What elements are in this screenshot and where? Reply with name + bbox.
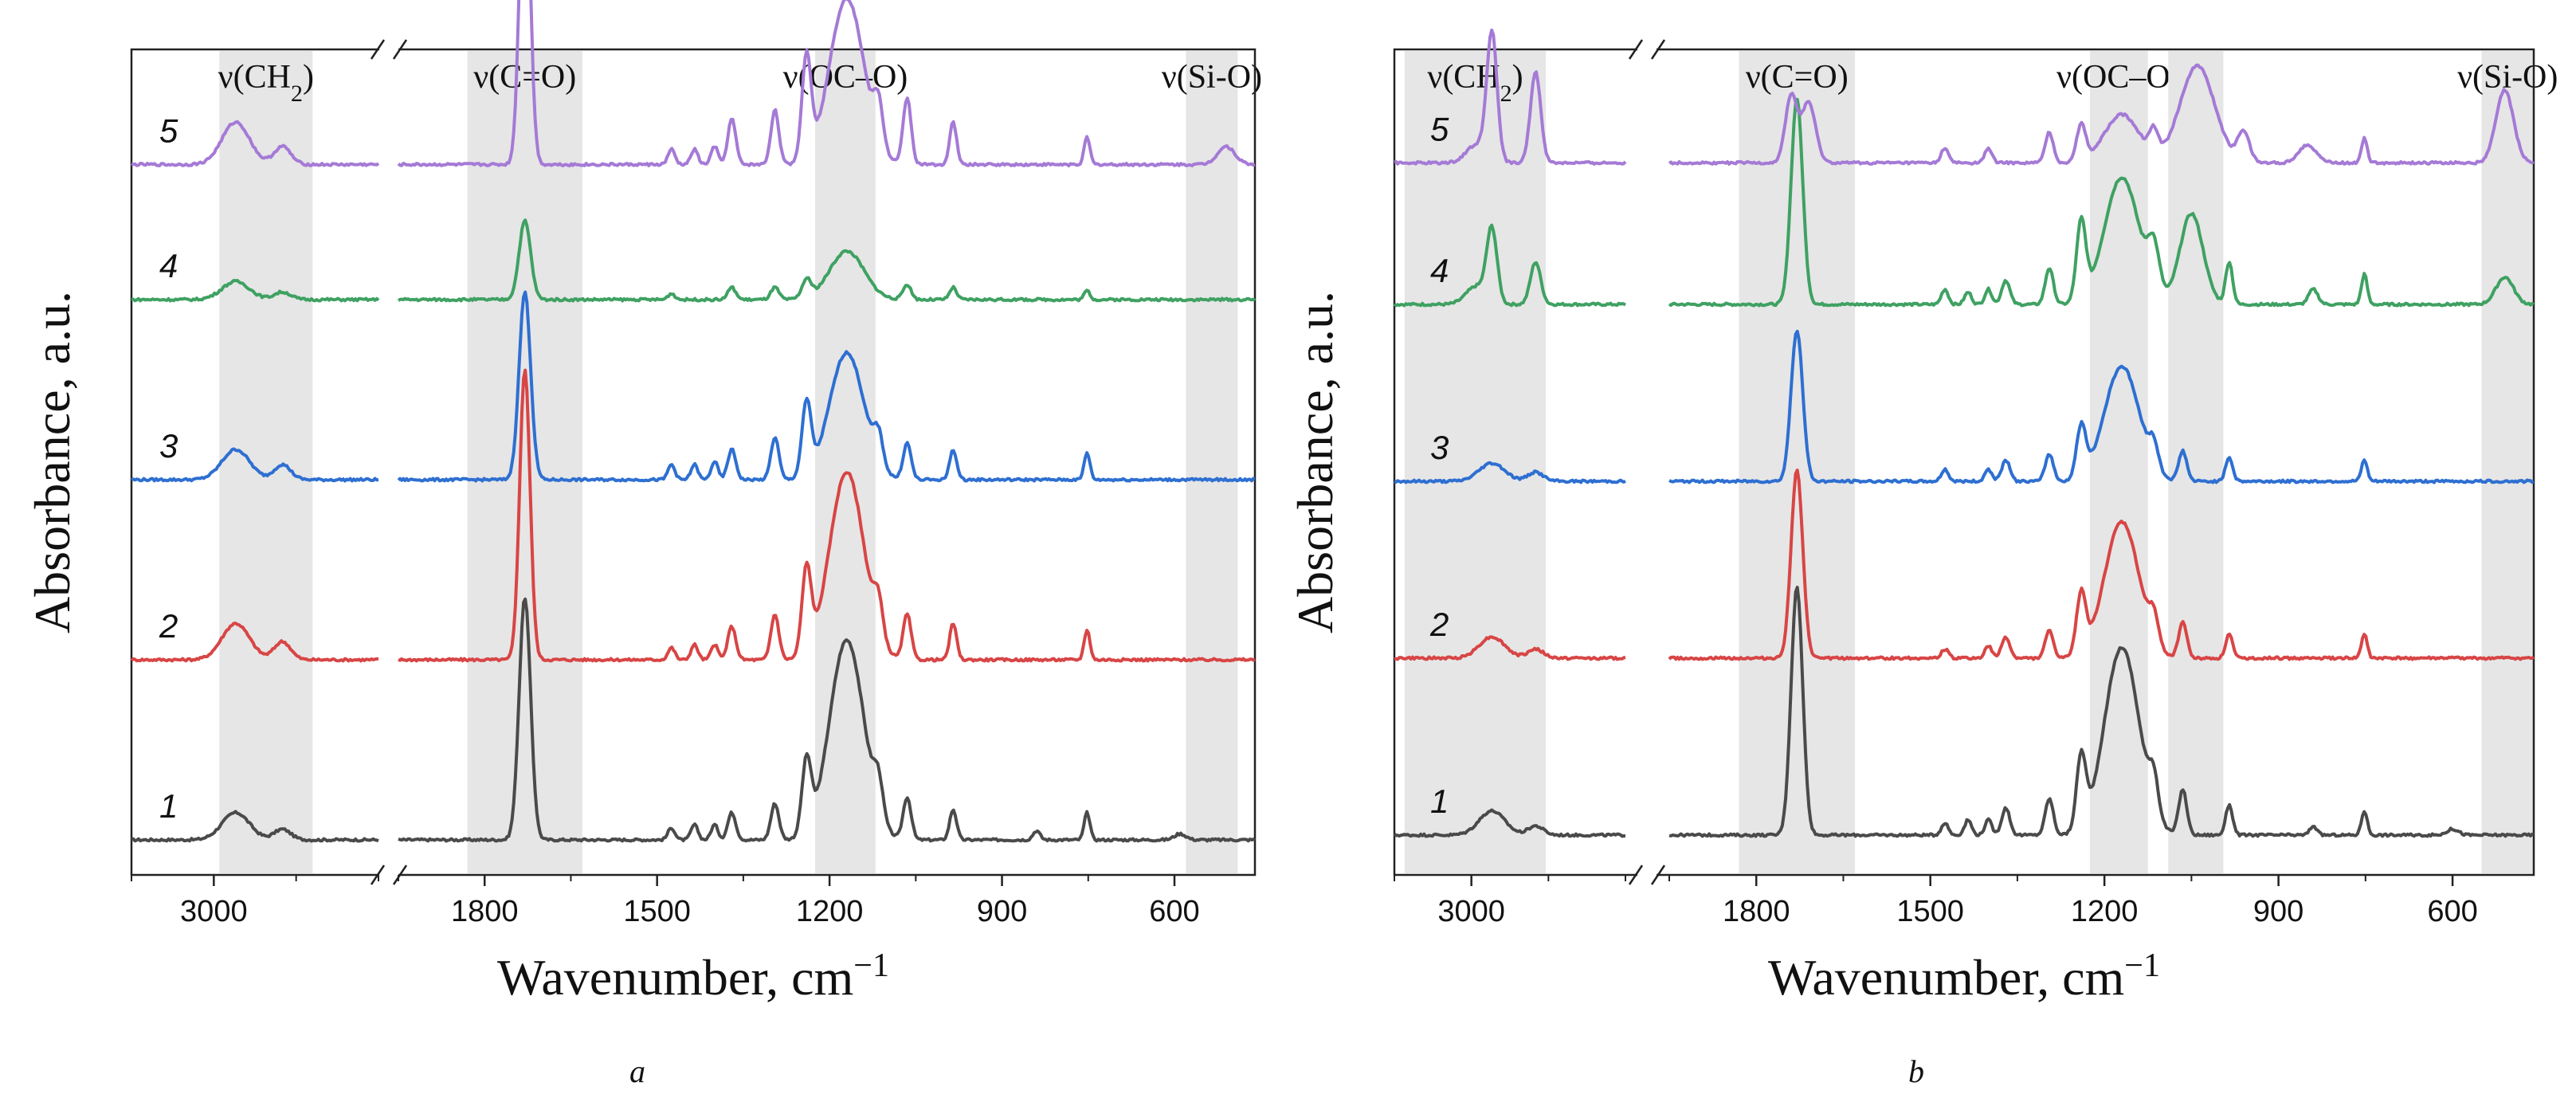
x-tick-label: 1200 xyxy=(2071,895,2139,928)
band-label-close: ) xyxy=(303,59,314,96)
axis-break-top xyxy=(1628,39,1666,60)
spectrum-curve-3 xyxy=(1394,461,1626,484)
band-label: ν(C=O) xyxy=(1746,59,1849,96)
curve-label: 2 xyxy=(1429,606,1449,643)
curve-label: 5 xyxy=(159,112,178,150)
plot-frame-left xyxy=(1393,48,1637,877)
y-axis-title: Absorbance, a.u. xyxy=(24,291,80,633)
x-axis-title-sup: −1 xyxy=(853,947,889,984)
x-tick-label: 1800 xyxy=(451,895,519,928)
curve-label: 4 xyxy=(1430,252,1449,289)
curve-label: 3 xyxy=(1430,429,1449,466)
band-label-sub: 2 xyxy=(291,80,303,107)
band-highlight xyxy=(467,51,582,873)
curve-label: 1 xyxy=(1430,782,1449,820)
band-label-main: ν(Si-O) xyxy=(1162,59,1262,96)
spectrum-curve-3 xyxy=(131,447,379,483)
spectrum-curve-4 xyxy=(397,218,1257,303)
x-axis-title-main: Wavenumber, cm xyxy=(497,949,853,1006)
spectrum-curve-5 xyxy=(1394,28,1627,166)
band-highlight xyxy=(1739,51,1856,873)
spectrum-curve-5 xyxy=(131,120,380,167)
x-tick-label: 600 xyxy=(2427,895,2477,928)
spectrum-curve-1 xyxy=(398,597,1256,843)
curve-label: 5 xyxy=(1430,110,1449,147)
band-highlight xyxy=(2089,51,2148,873)
spectrum-curve-2 xyxy=(130,622,379,663)
x-axis-title: Wavenumber, cm−1 xyxy=(497,947,889,1006)
spectrum-curve-1 xyxy=(131,810,379,843)
axis-break-bottom xyxy=(370,865,408,885)
band-label: ν(CH2) xyxy=(218,59,314,107)
y-axis-title: Absorbance, a.u. xyxy=(1287,291,1343,633)
axis-break-top xyxy=(370,39,408,60)
spectrum-curve-2 xyxy=(1668,469,2535,661)
x-tick-label: 1500 xyxy=(623,895,691,928)
x-axis-title-main: Wavenumber, cm xyxy=(1768,949,2124,1006)
band-label-main: ν(CH xyxy=(218,59,291,96)
spectrum-curve-1 xyxy=(1393,808,1626,838)
band-highlight xyxy=(2481,51,2534,873)
band-highlight xyxy=(2168,51,2224,873)
x-tick-label: 1500 xyxy=(1896,895,1964,928)
band-highlight xyxy=(1186,51,1238,873)
curve-label: 4 xyxy=(159,247,178,284)
plot-frame-right xyxy=(398,48,1257,877)
curve-label: 1 xyxy=(159,787,178,825)
band-label: ν(Si-O) xyxy=(1162,59,1262,96)
spectrum-curve-4 xyxy=(131,279,380,303)
band-label-close: ) xyxy=(1512,59,1523,96)
band-label-main: ν(C=O) xyxy=(473,59,576,96)
curve-label: 2 xyxy=(159,607,178,645)
curve-label: 3 xyxy=(159,427,178,465)
x-tick-label: 900 xyxy=(2253,895,2304,928)
band-label-sub: 2 xyxy=(1500,80,1512,107)
band-label: ν(OC–O) xyxy=(2056,59,2182,96)
band-label: ν(Si-O) xyxy=(2457,59,2558,96)
spectrum-curve-5 xyxy=(1668,63,2535,166)
x-tick-label: 1800 xyxy=(1723,895,1790,928)
band-label-main: ν(C=O) xyxy=(1746,59,1849,96)
spectrum-curve-2 xyxy=(398,368,1256,663)
x-tick-label: 3000 xyxy=(1437,895,1505,928)
x-axis-title: Wavenumber, cm−1 xyxy=(1768,947,2160,1006)
chart-panel-a: ν(CH2) ν(C=O) ν(OC–O) ν(Si-O)3000 1800 1500 12… xyxy=(24,0,1262,1089)
x-tick-label: 900 xyxy=(977,895,1027,928)
spectrum-curve-5 xyxy=(397,0,1256,167)
panel-letter: a xyxy=(629,1053,645,1089)
chart-panel-b: ν(CH2) ν(C=O) ν(OC–O) ν(Si-O)3000 1800 1500 12… xyxy=(1287,28,2558,1089)
x-tick-label: 600 xyxy=(1149,895,1199,928)
spectrum-curve-3 xyxy=(397,290,1256,483)
panel-letter: b xyxy=(1908,1053,1924,1089)
plot-frame-left xyxy=(130,48,379,877)
x-tick-label: 1200 xyxy=(796,895,864,928)
x-tick-label: 3000 xyxy=(180,895,248,928)
spectrum-curve-1 xyxy=(1668,586,2535,838)
x-axis-title-sup: −1 xyxy=(2124,947,2160,984)
plot-frame-right xyxy=(1657,48,2535,877)
axis-break-bottom xyxy=(1628,865,1666,885)
band-label-main: ν(Si-O) xyxy=(2457,59,2558,96)
band-highlight xyxy=(219,51,313,873)
spectrum-curve-4 xyxy=(1668,97,2535,308)
spectrum-curve-2 xyxy=(1394,635,1626,661)
spectrum-curve-3 xyxy=(1668,329,2535,484)
spectrum-curve-4 xyxy=(1393,223,1627,308)
band-label: ν(C=O) xyxy=(473,59,576,96)
band-highlight xyxy=(1404,51,1547,873)
band-label-main: ν(OC–O) xyxy=(2056,59,2182,96)
